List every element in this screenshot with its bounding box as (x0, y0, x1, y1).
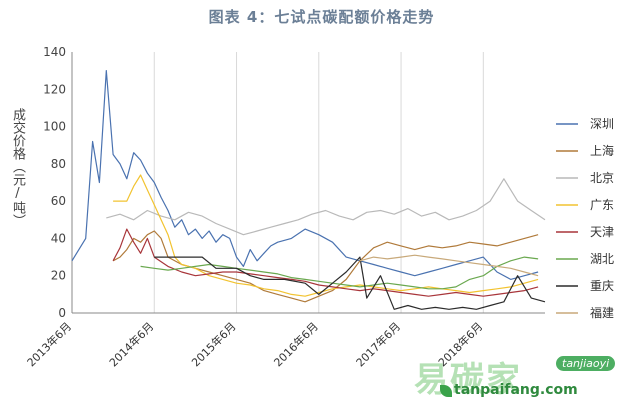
x-tick-label: 2014年6月 (106, 319, 156, 369)
series-line-8 (359, 254, 539, 277)
legend-label: 重庆 (590, 279, 614, 293)
y-tick-label: 40 (51, 231, 66, 245)
watermark-badge: tanjiaoyi (556, 356, 616, 371)
series-line-6 (140, 256, 539, 290)
y-tick-label: 120 (43, 82, 66, 96)
watermark-site-text: tanpaifang.com (454, 382, 578, 398)
y-tick-label: 80 (51, 157, 66, 171)
series-lines (71, 69, 546, 310)
series-line-4 (113, 174, 539, 297)
legend-label: 湖北 (590, 251, 614, 266)
legend-label: 福建 (590, 305, 614, 320)
legend-label: 深圳 (590, 117, 614, 131)
x-tick-label: 2017年6月 (353, 319, 403, 369)
y-tick-label: 60 (51, 194, 66, 208)
x-tick-label: 2016年6月 (271, 319, 321, 369)
series-line-1 (71, 69, 539, 280)
y-axis-label: 成交价格（元/吨） (10, 108, 25, 227)
gridlines (153, 52, 484, 313)
series-line-7 (154, 256, 546, 310)
x-tick-label: 2015年6月 (188, 319, 238, 369)
legend-label: 天津 (590, 225, 614, 239)
series-line-2 (112, 230, 539, 303)
watermark-brand-text: 易碳家 (414, 360, 522, 400)
y-tick-label: 140 (43, 45, 66, 59)
legend-label: 北京 (590, 171, 614, 185)
chart-title: 图表 4：七试点碳配额价格走势 (208, 8, 435, 26)
y-tick-label: 100 (43, 120, 66, 134)
series-line-5 (112, 228, 539, 297)
legend-label: 广东 (590, 198, 614, 212)
legend-label: 上海 (590, 143, 614, 158)
x-tick-label: 2013年6月 (24, 319, 74, 369)
y-tick-label: 20 (51, 269, 66, 283)
watermark-logo: 易碳家 tanjiaoyi tanpaifang.com (410, 352, 643, 419)
y-tick-label: 0 (58, 306, 66, 320)
axes (71, 52, 545, 314)
series-line-3 (106, 178, 546, 236)
leaf-icon (440, 385, 452, 397)
y-tick-labels: 0 20 40 60 80 100 120 140 (43, 45, 66, 320)
